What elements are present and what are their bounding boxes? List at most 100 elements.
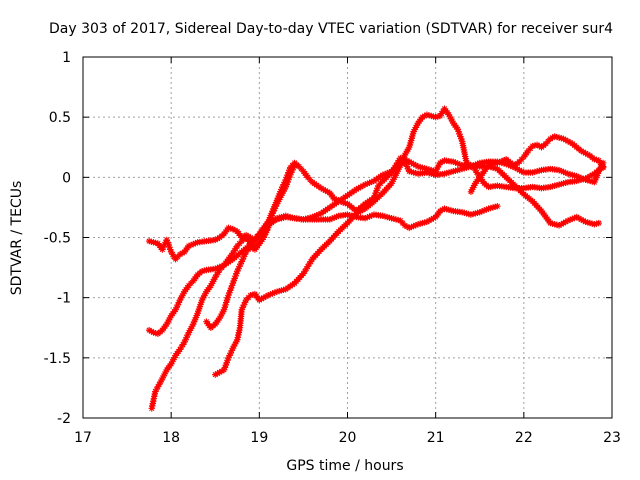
data-point	[445, 111, 453, 118]
data-point	[172, 306, 179, 313]
data-point	[372, 189, 379, 197]
data-point	[175, 299, 183, 306]
data-point	[242, 248, 250, 256]
data-point	[278, 213, 285, 221]
data-point	[472, 166, 479, 174]
data-point	[560, 219, 567, 227]
data-point	[383, 213, 391, 221]
data-point	[414, 163, 422, 170]
data-point	[245, 233, 252, 240]
data-point	[595, 157, 602, 164]
data-point	[412, 162, 420, 169]
data-point	[263, 227, 271, 234]
data-point	[333, 213, 340, 220]
data-point	[591, 221, 598, 228]
data-point	[411, 126, 418, 133]
data-point	[406, 144, 413, 151]
data-point	[592, 174, 600, 182]
data-point	[167, 246, 174, 253]
data-point	[272, 203, 280, 210]
data-point	[518, 156, 525, 163]
data-point	[202, 290, 209, 297]
data-point	[536, 142, 543, 150]
data-point	[458, 135, 465, 143]
data-point	[374, 184, 381, 192]
data-point	[191, 316, 199, 324]
data-point	[467, 162, 475, 169]
data-point	[551, 221, 558, 228]
data-point	[593, 172, 601, 179]
data-point	[322, 187, 329, 194]
data-point	[419, 113, 426, 121]
data-point	[346, 212, 353, 219]
data-point	[258, 295, 265, 303]
data-point	[591, 156, 598, 163]
data-point	[388, 215, 395, 222]
data-point	[306, 176, 314, 183]
data-point	[386, 214, 393, 221]
data-point	[555, 222, 563, 229]
data-point	[527, 145, 534, 152]
data-point	[176, 296, 184, 304]
y-tick-label: -1	[57, 291, 71, 307]
data-point	[458, 209, 466, 216]
data-point	[359, 206, 367, 214]
data-point	[148, 328, 155, 335]
y-tick-label: -0.5	[44, 231, 71, 247]
data-point	[408, 223, 415, 231]
data-point	[483, 206, 490, 213]
data-point	[280, 187, 287, 195]
data-point	[229, 345, 237, 352]
data-point	[234, 242, 241, 250]
data-point	[274, 198, 282, 205]
data-point	[280, 286, 287, 294]
data-point	[231, 275, 238, 282]
data-point	[290, 164, 297, 171]
data-point	[582, 175, 589, 182]
data-point	[223, 299, 230, 306]
data-point	[529, 169, 536, 176]
data-point	[430, 113, 437, 120]
data-point	[443, 169, 450, 177]
data-point	[410, 169, 417, 176]
data-point	[163, 236, 170, 244]
data-point	[410, 222, 417, 230]
data-point	[344, 211, 351, 218]
data-point	[580, 175, 587, 183]
data-point	[172, 255, 179, 263]
data-point	[284, 213, 292, 220]
data-point	[458, 165, 466, 173]
data-point	[174, 301, 181, 309]
data-point	[549, 220, 556, 227]
data-point	[301, 267, 309, 275]
data-point	[406, 158, 413, 165]
data-point	[223, 359, 230, 366]
data-point	[331, 195, 338, 203]
data-point	[558, 167, 565, 175]
data-point	[478, 208, 486, 215]
data-point	[577, 216, 585, 223]
data-point	[582, 150, 589, 157]
data-point	[403, 147, 411, 155]
data-point	[547, 183, 554, 191]
series-track-4	[212, 156, 607, 378]
data-point	[307, 258, 314, 265]
data-point	[575, 215, 583, 222]
data-point	[390, 215, 397, 223]
data-point	[152, 239, 159, 247]
data-point	[446, 113, 454, 121]
data-point	[167, 248, 175, 256]
data-point	[304, 263, 312, 270]
data-point	[224, 294, 231, 301]
data-point	[235, 265, 242, 272]
data-point	[212, 265, 219, 272]
data-point	[566, 139, 574, 146]
data-point	[284, 178, 291, 186]
data-point	[245, 246, 252, 253]
data-point	[514, 165, 521, 173]
x-tick-label: 23	[603, 430, 621, 446]
data-point	[454, 160, 461, 167]
data-point	[228, 282, 236, 289]
data-point	[368, 178, 375, 186]
data-point	[423, 111, 431, 118]
